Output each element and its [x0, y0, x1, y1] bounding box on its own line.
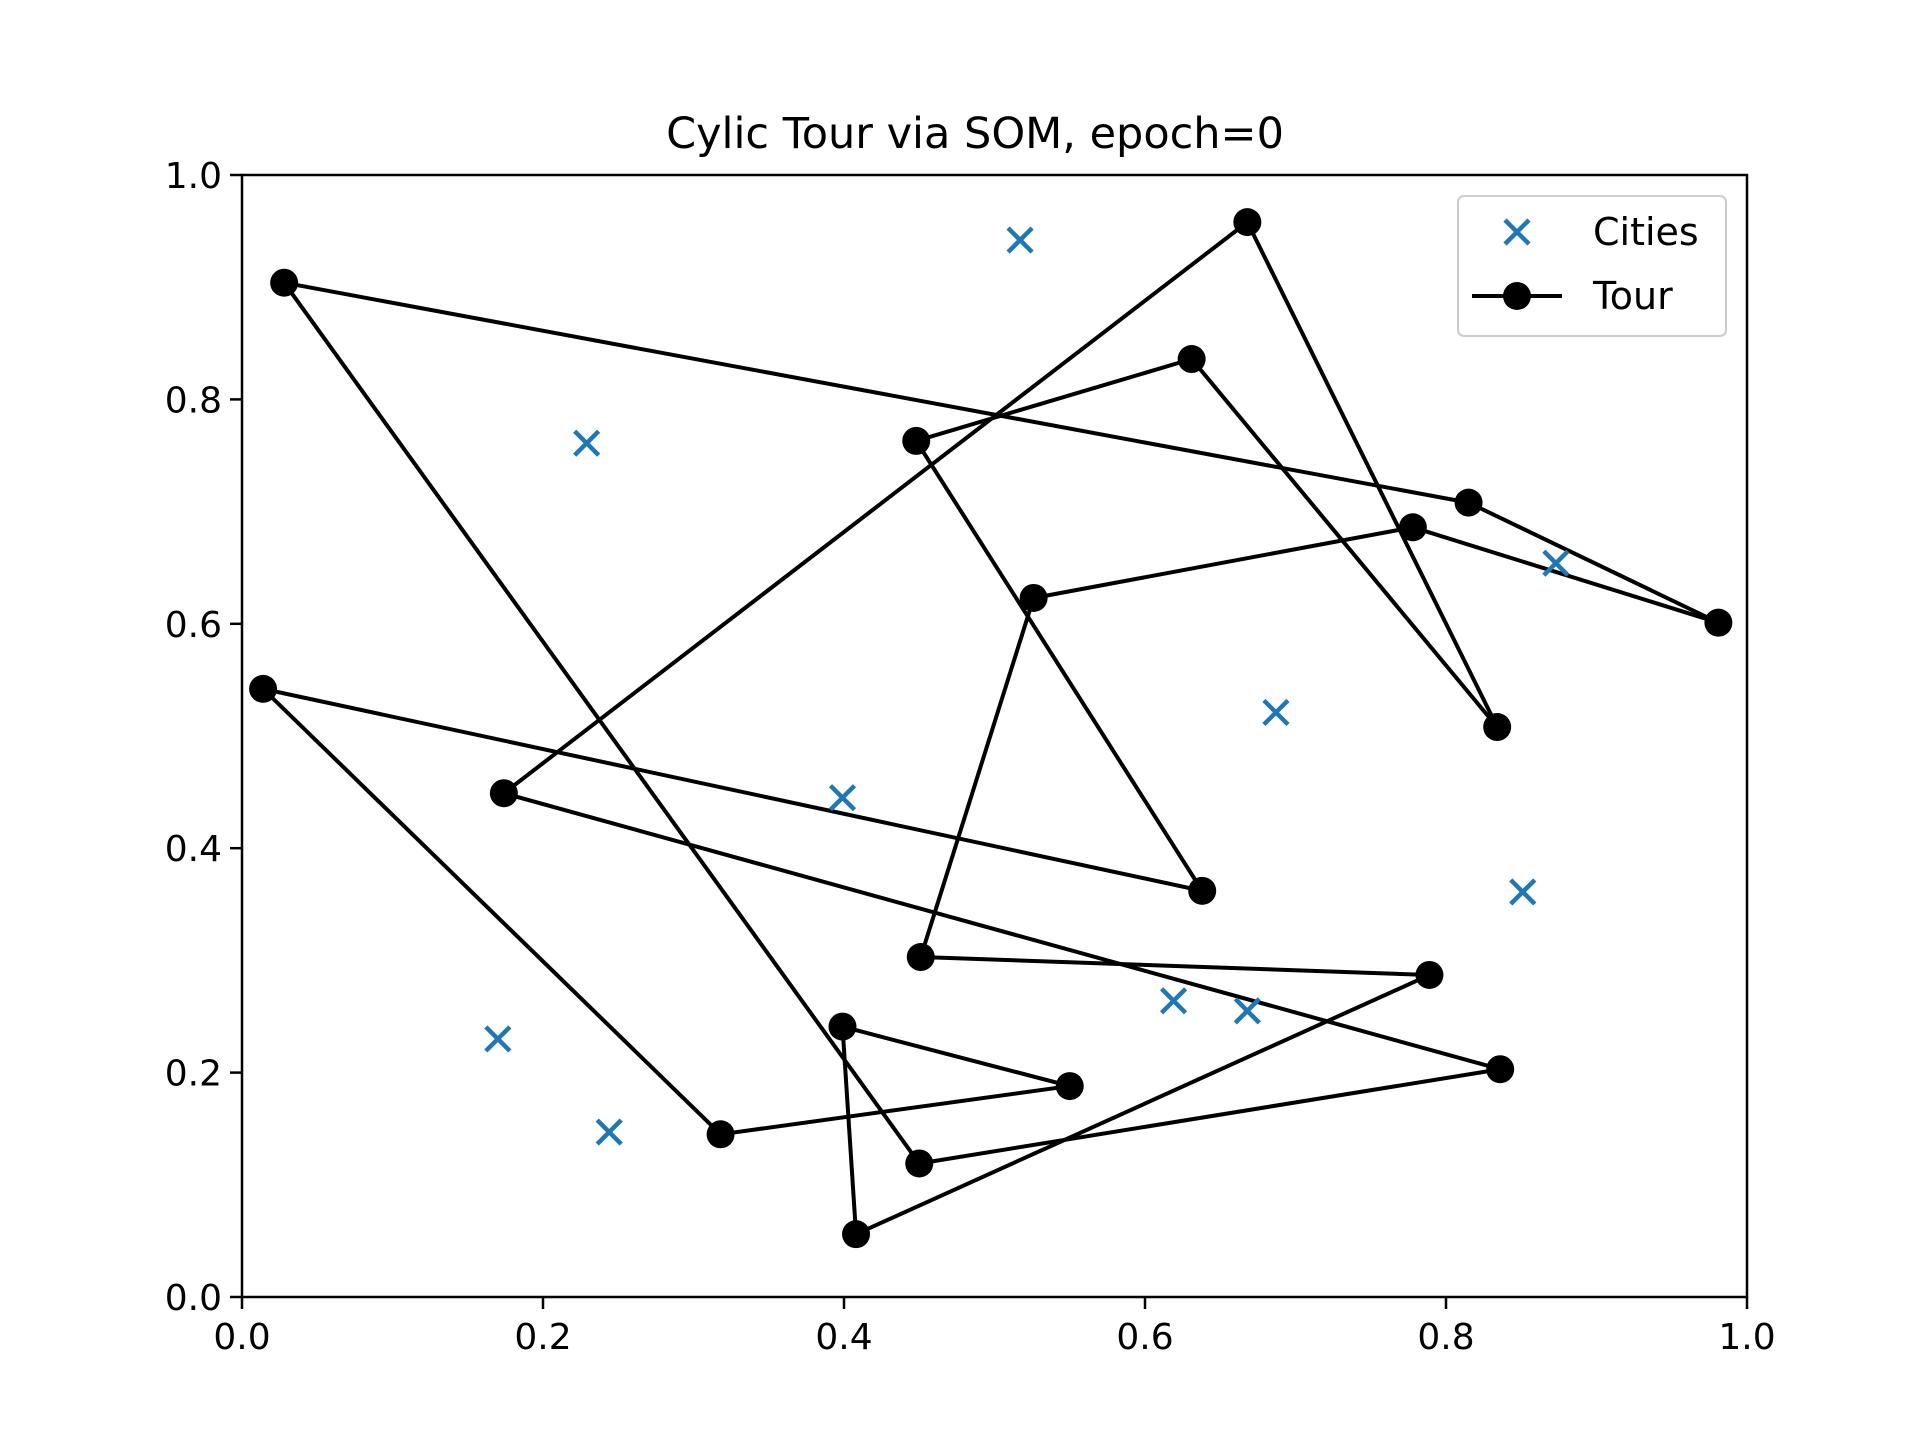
city-point — [1509, 878, 1537, 906]
y-tick-label: 1.0 — [165, 156, 222, 197]
tour-segment — [915, 357, 1193, 443]
x-tick-label: 0.0 — [213, 1317, 270, 1358]
y-tick-label: 0.2 — [165, 1054, 222, 1095]
tour-segment — [503, 791, 1501, 1072]
legend-entry-tour: Tour — [1472, 274, 1673, 318]
y-tick-label: 0.8 — [165, 380, 222, 421]
y-tick-label: 0.6 — [165, 605, 222, 646]
tour-node — [1483, 713, 1512, 742]
x-tick-label: 0.8 — [1417, 1317, 1474, 1358]
tour-node — [1177, 345, 1206, 374]
tour-segment — [855, 973, 1431, 1236]
city-point — [1542, 549, 1570, 577]
plot-frame — [240, 173, 1749, 1299]
axes: 0.0 0.2 0.4 0.6 0.8 1.0 0.0 0.2 0.4 0.6 0.8 1.0 — [165, 156, 1776, 1358]
x-tick-label: 0.6 — [1116, 1317, 1173, 1358]
tour-segment — [914, 439, 1204, 892]
x-tick-label: 0.2 — [514, 1317, 571, 1358]
city-point — [1262, 698, 1290, 727]
tour-node — [1454, 488, 1483, 517]
tour-segment — [720, 1084, 1071, 1137]
tour-segment — [1467, 500, 1720, 625]
tour-node — [906, 943, 935, 972]
x-tick-label: 1.0 — [1718, 1317, 1775, 1358]
tour-node — [1019, 583, 1048, 612]
tour-node — [1415, 960, 1444, 989]
tour-node — [489, 779, 518, 808]
city-point — [1006, 226, 1034, 254]
tour-node — [902, 426, 931, 455]
legend-label-cities: Cities — [1593, 210, 1699, 254]
tour-segment — [282, 281, 921, 1165]
tour-segment — [261, 687, 722, 1136]
city-point — [595, 1118, 623, 1146]
tour-segment — [1033, 525, 1414, 600]
tour-node — [828, 1012, 857, 1041]
tour-segment — [841, 1024, 1071, 1088]
city-point — [1233, 997, 1261, 1025]
tour-node — [1398, 513, 1427, 542]
tour-node — [1188, 876, 1217, 905]
tour-node — [1486, 1055, 1515, 1084]
tour-segment — [283, 280, 1469, 505]
chart-title: Cylic Tour via SOM, epoch=0 — [666, 109, 1284, 159]
tour-segment — [262, 686, 1203, 893]
tour-segment — [1190, 357, 1499, 729]
y-tick-label: 0.0 — [165, 1278, 222, 1319]
tour-node — [249, 674, 278, 703]
city-point — [1160, 987, 1188, 1015]
city-point — [573, 429, 601, 457]
y-tick-label: 0.4 — [165, 829, 222, 870]
legend-label-tour: Tour — [1592, 274, 1673, 318]
tour-node — [1055, 1072, 1084, 1101]
tour-segment — [920, 955, 1430, 977]
x-tick-label: 0.4 — [815, 1317, 872, 1358]
tour-segment — [918, 597, 1036, 958]
tour-node — [706, 1120, 735, 1149]
tour-segment — [502, 220, 1249, 795]
tour-node — [905, 1149, 934, 1178]
tour-node — [1704, 608, 1733, 637]
city-point — [484, 1025, 512, 1053]
city-point — [828, 784, 857, 812]
tour-segment — [1245, 221, 1499, 728]
legend: Cities Tour — [1457, 195, 1727, 337]
tour-node — [842, 1220, 871, 1249]
tour-node — [1233, 208, 1262, 237]
plot-area — [249, 208, 1733, 1249]
tour-node — [270, 268, 299, 297]
legend-entry-cities: Cities — [1503, 210, 1699, 254]
tour-segment — [918, 1067, 1501, 1166]
